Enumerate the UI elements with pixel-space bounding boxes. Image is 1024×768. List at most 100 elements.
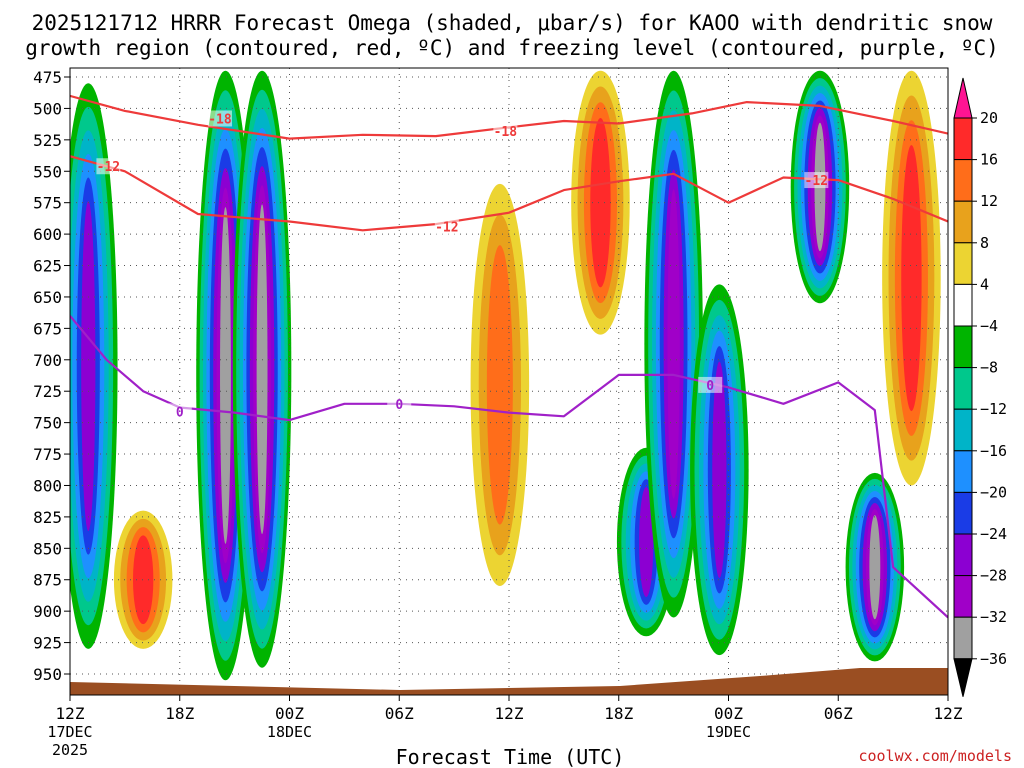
x-tick-date: 19DEC xyxy=(706,723,751,741)
y-tick-label: 925 xyxy=(33,634,62,653)
dgz-contour-label-bg xyxy=(207,110,232,127)
omega-feature xyxy=(845,472,905,662)
colorbar-label: −12 xyxy=(980,400,1007,418)
y-tick-label: 475 xyxy=(33,68,62,87)
y-tick-label: 750 xyxy=(33,414,62,433)
omega-field xyxy=(70,70,941,681)
x-tick-year: 2025 xyxy=(52,741,88,759)
colorbar-segment xyxy=(953,533,973,577)
colorbar-label: 12 xyxy=(980,192,998,210)
freezing-level-label-bg xyxy=(698,376,723,393)
y-tick-label: 675 xyxy=(33,319,62,338)
dgz-contour-label: -18 xyxy=(494,125,518,140)
x-tick-date: 18DEC xyxy=(267,723,312,741)
x-tick-label: 18Z xyxy=(604,704,633,723)
omega-feature xyxy=(571,70,630,335)
x-tick-label: 12Z xyxy=(495,704,524,723)
colorbar-label: −16 xyxy=(980,442,1007,460)
y-tick-label: 825 xyxy=(33,508,62,527)
freezing-level-label: 0 xyxy=(395,398,403,413)
dgz-contour-label-bg xyxy=(804,172,829,189)
colorbar-segment xyxy=(953,616,973,660)
omega-feature xyxy=(470,183,530,587)
dgz-contour-label: -12 xyxy=(435,221,458,236)
y-axis: 475 500 525 550 575 600 625 650 675 700 725 750 775 8… xyxy=(33,68,70,684)
dgz-contour-label-bg xyxy=(434,218,459,235)
colorbar-label: −32 xyxy=(980,608,1007,626)
y-tick-label: 950 xyxy=(33,665,62,684)
colorbar-label: 4 xyxy=(980,275,989,293)
colorbar-label: 16 xyxy=(980,151,998,169)
colorbar-bottom-triangle xyxy=(953,658,973,697)
terrain-ground xyxy=(70,668,948,695)
colorbar-segment xyxy=(953,159,973,202)
y-tick-label: 525 xyxy=(33,131,62,150)
x-tick-label: 18Z xyxy=(165,704,194,723)
colorbar-segment xyxy=(953,200,973,244)
colorbar-segment xyxy=(953,367,973,410)
x-tick-date: 17DEC xyxy=(47,723,92,741)
omega-band xyxy=(667,189,680,499)
omega-feature xyxy=(644,70,703,618)
chart-title-line2: growth region (contoured, red, ºC) and f… xyxy=(25,36,999,60)
freezing-level-label: 0 xyxy=(706,379,714,394)
colorbar-segment xyxy=(953,325,973,369)
colorbar-segment xyxy=(953,491,973,535)
y-tick-label: 650 xyxy=(33,288,62,307)
colorbar-top-triangle xyxy=(953,77,973,119)
grid xyxy=(70,68,948,695)
y-tick-label: 900 xyxy=(33,602,62,621)
colorbar-segment xyxy=(953,408,973,452)
contours: -18 -18 -12 -12 -12 0 0 0 xyxy=(70,94,948,619)
colorbar-label: −28 xyxy=(980,567,1007,585)
colorbar-segment xyxy=(953,117,973,161)
colorbar-label: −8 xyxy=(980,359,998,377)
chart-title-line1: 2025121712 HRRR Forecast Omega (shaded, … xyxy=(32,11,993,35)
colorbar-label: 20 xyxy=(980,109,998,127)
x-tick-label: 00Z xyxy=(714,704,743,723)
omega-band xyxy=(132,535,154,625)
dgz-contour-label: -18 xyxy=(208,112,232,127)
omega-feature xyxy=(690,284,749,656)
y-tick-label: 700 xyxy=(33,351,62,370)
x-axis-label: Forecast Time (UTC) xyxy=(396,745,625,768)
y-tick-label: 600 xyxy=(33,225,62,244)
freezing-level-label-bg xyxy=(387,395,412,412)
colorbar-segment xyxy=(953,575,973,618)
omega-band xyxy=(256,204,268,535)
x-tick-label: 00Z xyxy=(275,704,304,723)
dgz-contour-label-bg xyxy=(493,123,518,140)
y-tick-label: 850 xyxy=(33,539,62,558)
y-tick-label: 550 xyxy=(33,162,62,181)
omega-band xyxy=(639,487,654,598)
freezing-level-label-bg xyxy=(167,403,192,420)
y-tick-label: 500 xyxy=(33,99,62,118)
omega-feature xyxy=(232,70,292,668)
x-tick-label: 06Z xyxy=(385,704,414,723)
omega-band xyxy=(486,245,513,525)
x-tick-label: 06Z xyxy=(824,704,853,723)
x-tick-label: 12Z xyxy=(56,704,85,723)
omega-band xyxy=(81,201,96,532)
y-tick-label: 800 xyxy=(33,476,62,495)
omega-feature xyxy=(882,70,941,486)
omega-band xyxy=(901,145,922,412)
omega-feature xyxy=(70,83,118,649)
y-tick-label: 875 xyxy=(33,571,62,590)
colorbar-segment xyxy=(953,450,973,493)
colorbar: 20 16 12 8 4 −4 −8 −12 −16 −20 −24 −28 −32 −36 xyxy=(953,77,1007,697)
omega-band xyxy=(869,515,881,620)
y-tick-label: 725 xyxy=(33,382,62,401)
x-tick-label: 12Z xyxy=(934,704,963,723)
omega-feature xyxy=(113,510,173,649)
y-tick-label: 625 xyxy=(33,257,62,276)
colorbar-segment xyxy=(953,283,973,327)
colorbar-label: 8 xyxy=(980,234,989,252)
omega-band xyxy=(220,207,231,544)
freezing-level-label: 0 xyxy=(176,405,184,420)
dgz-contour-label-bg xyxy=(96,158,121,175)
y-tick-label: 575 xyxy=(33,194,62,213)
